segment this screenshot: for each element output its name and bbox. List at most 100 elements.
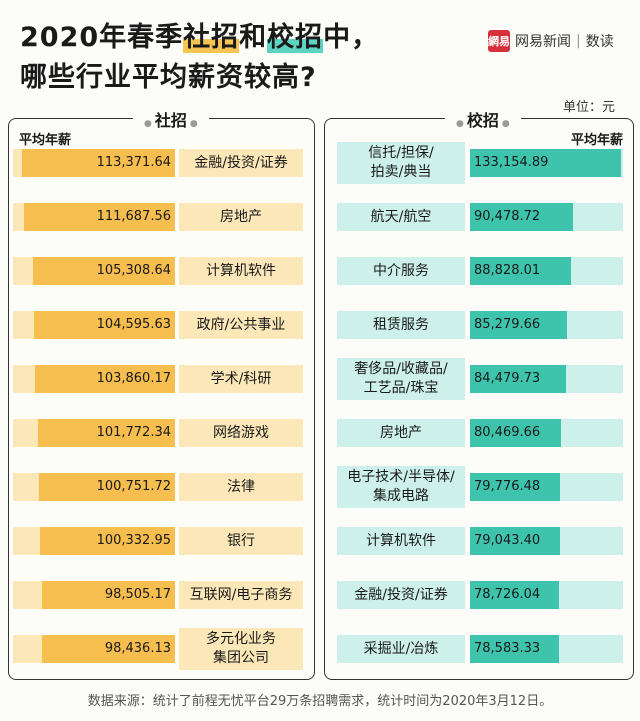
social-bar-row: 101,772.34 网络游戏 bbox=[9, 419, 314, 447]
social-bar-row: 98,436.13 多元化业务 集团公司 bbox=[9, 628, 314, 670]
brand-separator: | bbox=[576, 33, 581, 49]
social-value-label: 113,371.64 bbox=[96, 155, 171, 170]
campus-value-label: 84,479.73 bbox=[474, 371, 541, 386]
social-value-label: 105,308.64 bbox=[96, 263, 171, 278]
social-value-label: 111,687.56 bbox=[96, 209, 171, 224]
campus-value-label: 85,279.66 bbox=[474, 317, 541, 332]
dot-icon: ● bbox=[456, 119, 464, 129]
social-bar bbox=[21, 149, 175, 177]
title-line-1: 2020年春季社招和校招中， bbox=[20, 22, 380, 53]
social-bar bbox=[39, 527, 175, 555]
social-value-label: 100,332.95 bbox=[96, 533, 171, 548]
category-label: 金融/投资/证券 bbox=[179, 149, 303, 177]
social-value-label: 104,595.63 bbox=[96, 317, 171, 332]
category-label: 房地产 bbox=[337, 419, 465, 447]
social-bar bbox=[38, 473, 175, 501]
category-label: 奢侈品/收藏品/工艺品/珠宝 bbox=[337, 358, 465, 400]
social-bar-row: 98,505.17 互联网/电子商务 bbox=[9, 581, 314, 609]
campus-bar-row: 90,478.72 航天/航空 bbox=[325, 203, 633, 231]
category-label: 银行 bbox=[179, 527, 303, 555]
category-label: 网络游戏 bbox=[179, 419, 303, 447]
campus-bar bbox=[470, 419, 562, 447]
title-campus-highlight: 校招 bbox=[267, 22, 324, 53]
category-label: 租赁服务 bbox=[337, 311, 465, 339]
social-bar-row: 111,687.56 房地产 bbox=[9, 203, 314, 231]
campus-bar bbox=[470, 527, 560, 555]
social-bar bbox=[24, 203, 175, 231]
campus-value-label: 79,776.48 bbox=[474, 479, 541, 494]
category-label: 中介服务 bbox=[337, 257, 465, 285]
campus-value-label: 133,154.89 bbox=[474, 155, 549, 170]
title-line-2: 哪些行业平均薪资较高? bbox=[20, 62, 317, 93]
campus-bar-row: 80,469.66 房地产 bbox=[325, 419, 633, 447]
social-value-label: 98,436.13 bbox=[104, 641, 171, 656]
category-label: 电子技术/半导体/集成电路 bbox=[337, 466, 465, 508]
brand: 網易 网易新闻 | 数读 bbox=[488, 30, 614, 52]
social-panel-title: ● 社招 ● bbox=[133, 107, 209, 131]
social-bar bbox=[42, 581, 175, 609]
campus-bar-row: 84,479.73 奢侈品/收藏品/工艺品/珠宝 bbox=[325, 358, 633, 400]
social-bar bbox=[34, 365, 175, 393]
social-bar-row: 104,595.63 政府/公共事业 bbox=[9, 311, 314, 339]
campus-bar bbox=[470, 311, 567, 339]
category-label: 计算机软件 bbox=[337, 527, 465, 555]
social-value-label: 100,751.72 bbox=[96, 479, 171, 494]
category-label: 计算机软件 bbox=[179, 257, 303, 285]
title-social-highlight: 社招 bbox=[183, 22, 240, 53]
dot-icon: ● bbox=[189, 119, 198, 129]
campus-recruitment-panel: ● 校招 ● 平均年薪 133,154.89 信托/担保/拍卖/典当 90,478.72… bbox=[324, 107, 634, 680]
social-value-label: 103,860.17 bbox=[96, 371, 171, 386]
campus-bar-row: 79,043.40 计算机软件 bbox=[325, 527, 633, 555]
social-bar bbox=[32, 257, 175, 285]
campus-value-label: 88,828.01 bbox=[474, 263, 541, 278]
social-recruitment-panel: ● 社招 ● 平均年薪 113,371.64 金融/投资/证券 111,687.56 房地… bbox=[8, 107, 315, 680]
brand-name: 网易新闻 bbox=[515, 34, 571, 50]
social-bar bbox=[37, 419, 175, 447]
social-bar-row: 113,371.64 金融/投资/证券 bbox=[9, 149, 314, 177]
netease-logo-icon: 網易 bbox=[488, 30, 510, 52]
campus-bar-row: 85,279.66 租赁服务 bbox=[325, 311, 633, 339]
campus-bar bbox=[470, 365, 566, 393]
campus-value-label: 90,478.72 bbox=[474, 209, 541, 224]
category-label: 金融/投资/证券 bbox=[337, 581, 465, 609]
campus-value-label: 80,469.66 bbox=[474, 425, 541, 440]
brand-sub: 数读 bbox=[585, 34, 614, 50]
social-value-label: 98,505.17 bbox=[104, 587, 171, 602]
category-label: 多元化业务 集团公司 bbox=[179, 628, 303, 670]
campus-value-label: 78,726.04 bbox=[474, 587, 541, 602]
campus-bar bbox=[470, 203, 573, 231]
social-bar-row: 105,308.64 计算机软件 bbox=[9, 257, 314, 285]
campus-bar-row: 88,828.01 中介服务 bbox=[325, 257, 633, 285]
campus-value-label: 78,583.33 bbox=[474, 641, 541, 656]
social-bar-row: 100,332.95 银行 bbox=[9, 527, 314, 555]
category-label: 学术/科研 bbox=[179, 365, 303, 393]
unit-label: 单位：元 bbox=[563, 100, 616, 115]
category-label: 政府/公共事业 bbox=[179, 311, 303, 339]
social-bar bbox=[33, 311, 175, 339]
source-footer: 数据来源：统计了前程无忧平台29万条招聘需求，统计时间为2020年3月12日。 bbox=[87, 694, 553, 709]
category-label: 航天/航空 bbox=[337, 203, 465, 231]
campus-bar-row: 78,726.04 金融/投资/证券 bbox=[325, 581, 633, 609]
campus-bar bbox=[470, 149, 621, 177]
social-bar-row: 103,860.17 学术/科研 bbox=[9, 365, 314, 393]
social-bar-row: 100,751.72 法律 bbox=[9, 473, 314, 501]
social-value-label: 101,772.34 bbox=[96, 425, 171, 440]
campus-bar bbox=[470, 635, 560, 663]
campus-bar bbox=[470, 257, 571, 285]
campus-value-label: 79,043.40 bbox=[474, 533, 541, 548]
campus-axis-label: 平均年薪 bbox=[570, 133, 623, 148]
category-label: 采掘业/冶炼 bbox=[337, 635, 465, 663]
campus-bar-row: 79,776.48 电子技术/半导体/集成电路 bbox=[325, 466, 633, 508]
dot-icon: ● bbox=[501, 119, 510, 129]
social-axis-label: 平均年薪 bbox=[19, 133, 72, 148]
campus-bar-row: 78,583.33 采掘业/冶炼 bbox=[325, 635, 633, 663]
category-label: 信托/担保/拍卖/典当 bbox=[337, 142, 465, 184]
category-label: 法律 bbox=[179, 473, 303, 501]
campus-panel-title: ● 校招 ● bbox=[445, 107, 521, 131]
social-bar bbox=[42, 635, 175, 663]
campus-bar-row: 133,154.89 信托/担保/拍卖/典当 bbox=[325, 142, 633, 184]
campus-bar bbox=[470, 473, 561, 501]
page-title: 2020年春季社招和校招中， 哪些行业平均薪资较高? bbox=[20, 18, 379, 98]
campus-bar bbox=[470, 581, 560, 609]
dot-icon: ● bbox=[144, 119, 152, 129]
